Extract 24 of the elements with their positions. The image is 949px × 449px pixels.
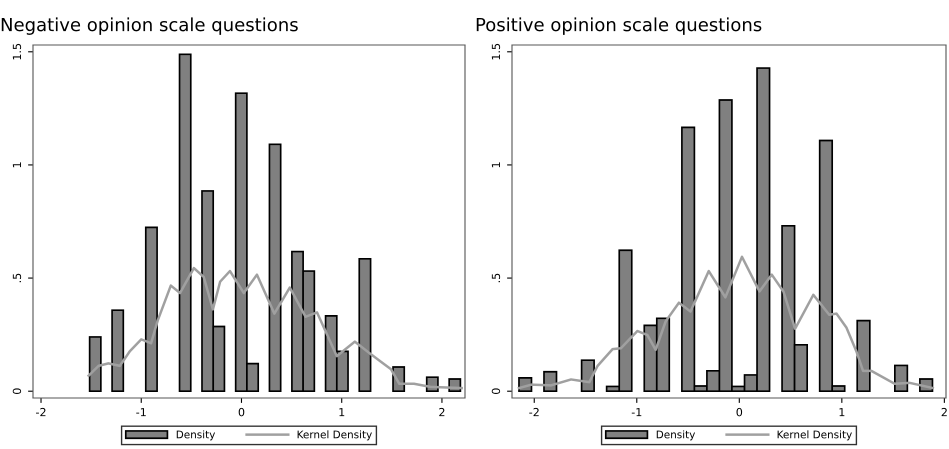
y-tick-label: 0 (12, 388, 22, 394)
y-tick-label: 1.5 (12, 44, 22, 60)
x-tick-label: -2 (36, 408, 46, 416)
legend-label: Density (176, 430, 216, 440)
chart-title: Negative opinion scale questions (2, 17, 298, 35)
y-tick-label: .5 (492, 274, 500, 282)
x-tick-label: -1 (136, 408, 146, 416)
x-tick-label: -1 (632, 408, 642, 416)
x-tick-label: 0 (736, 408, 742, 416)
legend-label: Kernel Density (778, 430, 852, 440)
x-tick-label: -2 (529, 408, 539, 416)
legend-label: Density (656, 430, 696, 440)
legend-label: Kernel Density (298, 430, 372, 440)
chart-title: Positive opinion scale questions (476, 17, 762, 35)
y-tick-label: 1.5 (492, 44, 500, 60)
x-tick-label: 2 (439, 408, 444, 416)
x-tick-label: 1 (840, 408, 844, 416)
y-tick-label: 1 (492, 162, 500, 168)
x-tick-label: 2 (942, 408, 947, 416)
x-tick-label: 0 (238, 408, 244, 416)
y-tick-label: 1 (12, 162, 21, 168)
y-tick-label: .5 (12, 274, 22, 282)
y-tick-label: 0 (492, 388, 500, 394)
x-tick-label: 1 (339, 408, 344, 416)
